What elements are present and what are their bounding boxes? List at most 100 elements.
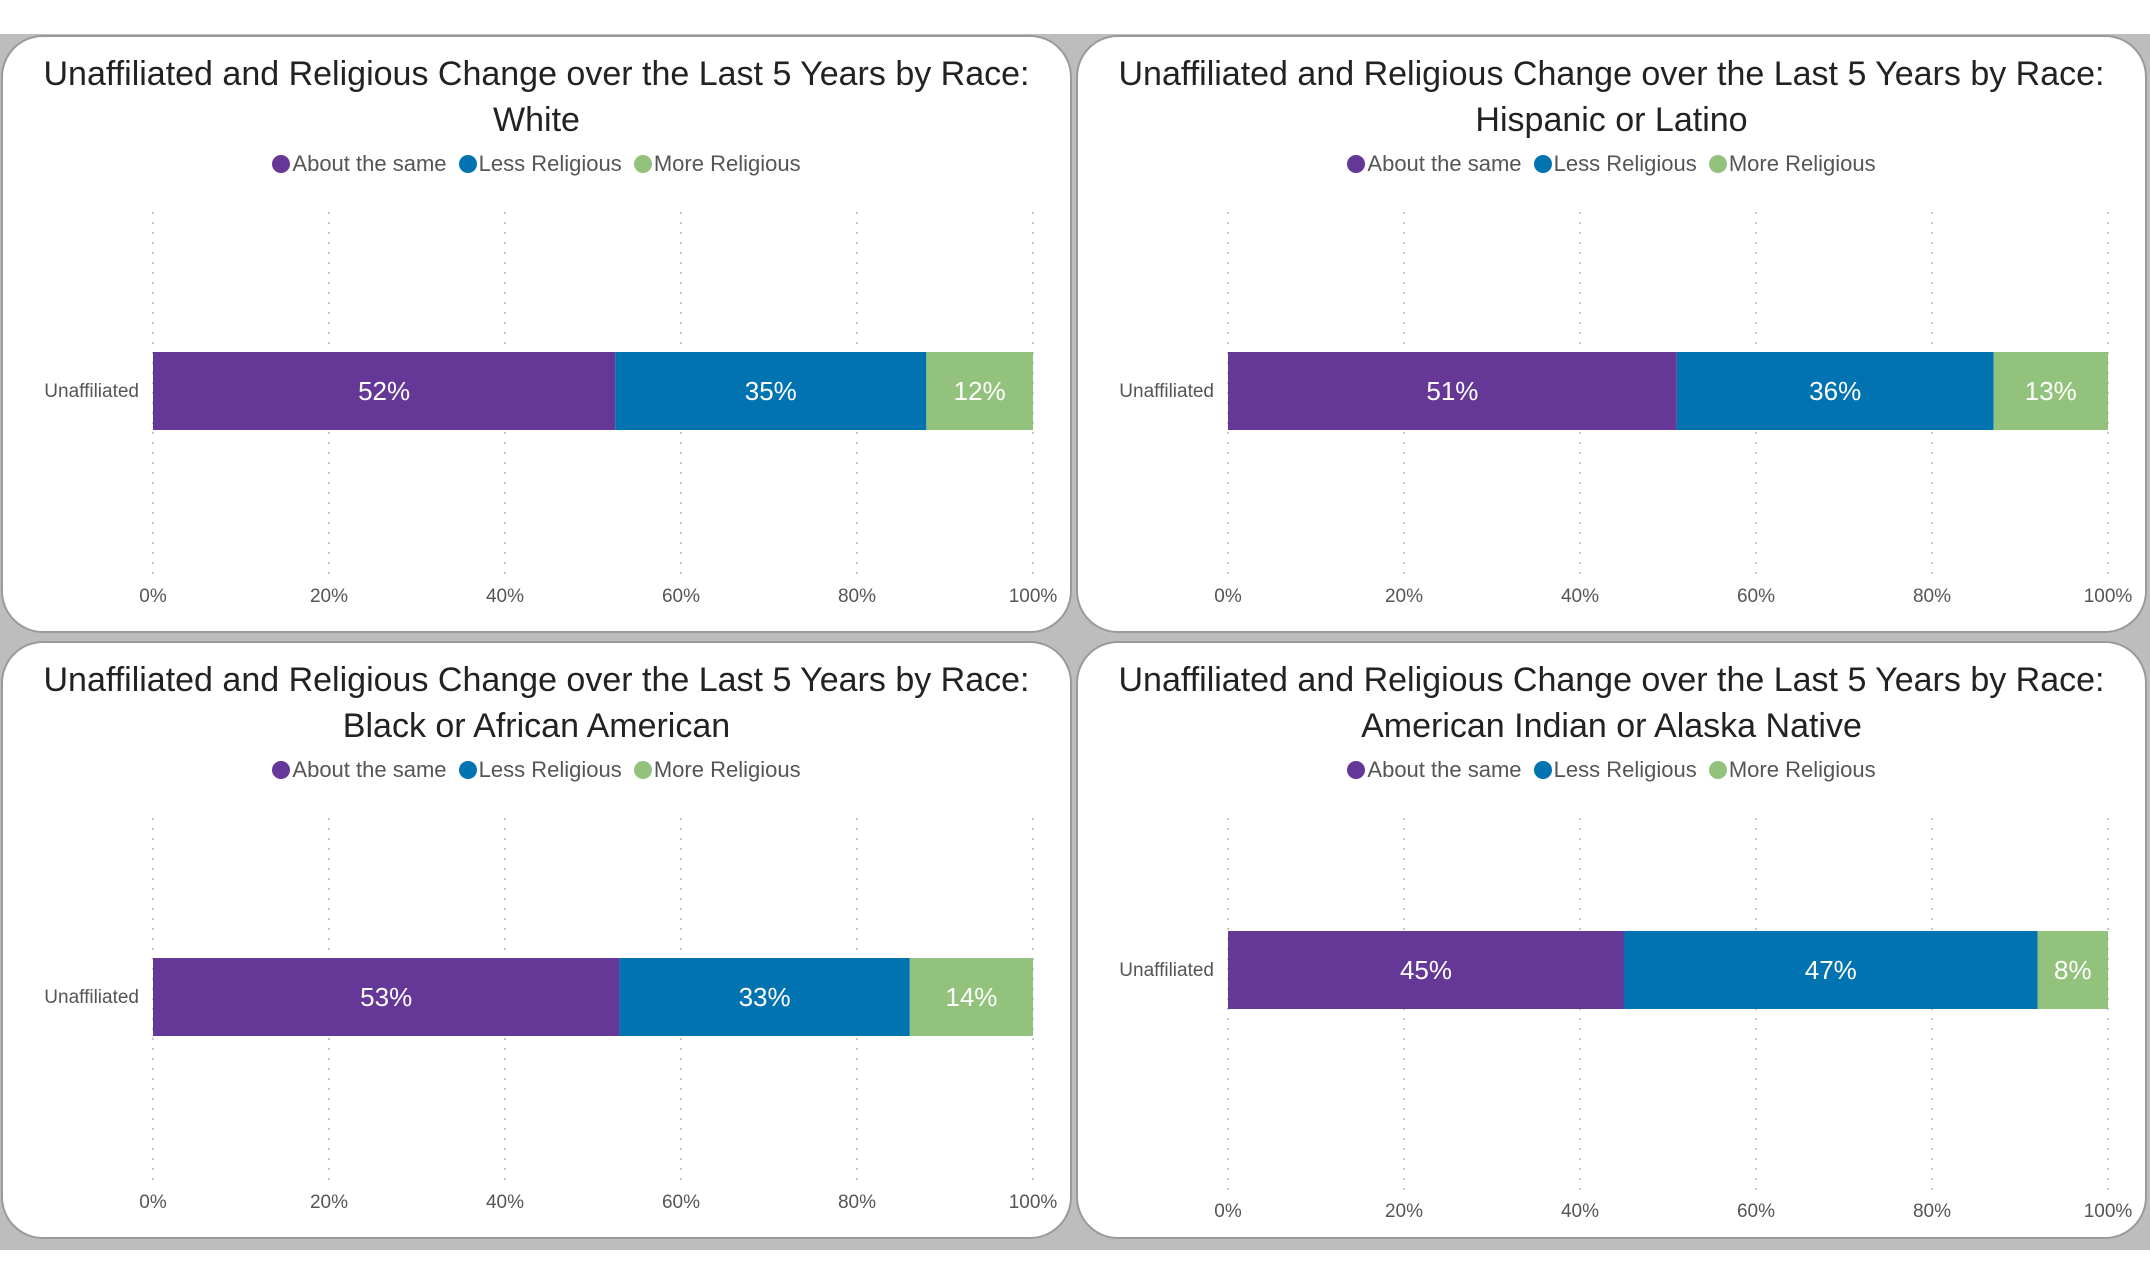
- legend-item-about-the-same[interactable]: About the same: [1347, 757, 1522, 783]
- bar-segment-less-religious: [1676, 352, 1994, 430]
- data-label-about-the-same: 53%: [360, 982, 412, 1012]
- legend-marker-icon: [458, 155, 477, 173]
- legend-marker-icon: [272, 761, 291, 779]
- category-label: Unaffiliated: [44, 381, 139, 402]
- bar-segment-about-the-same: [153, 958, 620, 1036]
- chart-title: Unaffiliated and Religious Change over t…: [43, 661, 1030, 745]
- x-tick-label: 80%: [838, 1192, 876, 1213]
- legend-marker-icon: [458, 761, 477, 779]
- x-tick-label: 60%: [662, 586, 700, 607]
- legend-label: More Religious: [1728, 757, 1876, 782]
- x-tick-label: 0%: [1214, 1201, 1242, 1222]
- x-tick-label: 0%: [139, 1192, 167, 1213]
- bar-segment-less-religious: [1624, 931, 2038, 1009]
- legend-label: About the same: [292, 757, 447, 782]
- legend-item-more-religious[interactable]: More Religious: [1708, 151, 1876, 177]
- legend-marker-icon: [633, 761, 652, 779]
- bar-segment-more-religious: [1993, 352, 2108, 430]
- chart-plot-area: 0% 20% 40% 60% 80% 100% Unaffiliated 45% 47% 8%: [1119, 818, 2132, 1222]
- x-tick-label: 60%: [662, 1192, 700, 1213]
- x-tick-label: 100%: [2084, 586, 2133, 607]
- legend-marker-icon: [1533, 761, 1552, 779]
- chart-plot-area: 0% 20% 40% 60% 80% 100% Unaffiliated 51% 36% 13%: [1119, 212, 2133, 607]
- legend-label: More Religious: [653, 151, 801, 176]
- legend-item-less-religious[interactable]: Less Religious: [1533, 757, 1697, 783]
- data-label-less-religious: 36%: [1809, 376, 1861, 406]
- bar-segment-more-religious: [926, 352, 1033, 430]
- chart-title: Unaffiliated and Religious Change over t…: [1118, 661, 2105, 745]
- legend-marker-icon: [1708, 155, 1727, 173]
- bar-segment-about-the-same: [1228, 931, 1624, 1009]
- legend-label: About the same: [1367, 151, 1522, 176]
- category-label: Unaffiliated: [44, 987, 139, 1008]
- x-tick-label: 20%: [1385, 1201, 1423, 1222]
- x-tick-label: 0%: [1214, 586, 1242, 607]
- chart-panel-hispanic-or-latino: Unaffiliated and Religious Change over t…: [1076, 35, 2147, 633]
- x-tick-label: 80%: [1913, 586, 1951, 607]
- legend-marker-icon: [272, 155, 291, 173]
- legend-item-about-the-same[interactable]: About the same: [272, 151, 447, 177]
- legend-label: About the same: [1367, 757, 1522, 782]
- x-tick-label: 100%: [1009, 586, 1058, 607]
- data-label-more-religious: 8%: [2054, 955, 2092, 985]
- x-tick-label: 40%: [486, 586, 524, 607]
- bar-segment-less-religious: [615, 352, 927, 430]
- data-label-less-religious: 47%: [1805, 955, 1857, 985]
- legend-label: Less Religious: [478, 151, 622, 176]
- data-label-about-the-same: 45%: [1400, 955, 1452, 985]
- x-tick-label: 80%: [1913, 1201, 1951, 1222]
- data-label-less-religious: 33%: [739, 982, 791, 1012]
- legend-label: More Religious: [1728, 151, 1876, 176]
- chart-plot-area: 0% 20% 40% 60% 80% 100% Unaffiliated 53% 33% 14%: [44, 818, 1058, 1213]
- chart-legend: About the same Less Religious More Relig…: [1078, 151, 2145, 177]
- x-tick-label: 20%: [310, 1192, 348, 1213]
- x-tick-label: 40%: [486, 1192, 524, 1213]
- legend-marker-icon: [633, 155, 652, 173]
- legend-item-about-the-same[interactable]: About the same: [1347, 151, 1522, 177]
- legend-item-less-religious[interactable]: Less Religious: [458, 757, 622, 783]
- data-label-about-the-same: 52%: [358, 376, 410, 406]
- bar-segment-less-religious: [619, 958, 910, 1036]
- chart-legend: About the same Less Religious More Relig…: [3, 151, 1070, 177]
- category-label: Unaffiliated: [1119, 381, 1214, 402]
- x-tick-label: 40%: [1561, 586, 1599, 607]
- chart-panel-black-or-african-american: Unaffiliated and Religious Change over t…: [1, 641, 1072, 1239]
- category-label: Unaffiliated: [1119, 960, 1214, 981]
- legend-label: About the same: [292, 151, 447, 176]
- data-label-about-the-same: 51%: [1426, 376, 1478, 406]
- data-label-less-religious: 35%: [745, 376, 797, 406]
- data-label-more-religious: 13%: [2025, 376, 2077, 406]
- top-strip: [0, 0, 2150, 34]
- chart-panel-white: Unaffiliated and Religious Change over t…: [1, 35, 1072, 633]
- legend-item-more-religious[interactable]: More Religious: [633, 757, 801, 783]
- legend-item-about-the-same[interactable]: About the same: [272, 757, 447, 783]
- x-tick-label: 60%: [1737, 586, 1775, 607]
- legend-marker-icon: [1708, 761, 1727, 779]
- legend-marker-icon: [1347, 761, 1366, 779]
- bar-segment-more-religious: [909, 958, 1033, 1036]
- bar-segment-about-the-same: [153, 352, 616, 430]
- chart-legend: About the same Less Religious More Relig…: [1078, 757, 2145, 783]
- chart-title: Unaffiliated and Religious Change over t…: [43, 55, 1030, 139]
- legend-item-more-religious[interactable]: More Religious: [633, 151, 801, 177]
- legend-label: Less Religious: [1553, 151, 1697, 176]
- legend-item-less-religious[interactable]: Less Religious: [458, 151, 622, 177]
- bar-segment-about-the-same: [1228, 352, 1677, 430]
- x-tick-label: 40%: [1561, 1201, 1599, 1222]
- chart-plot-area: 0% 20% 40% 60% 80% 100% Unaffiliated 52% 35% 12%: [44, 212, 1058, 607]
- legend-label: Less Religious: [478, 757, 622, 782]
- legend-item-less-religious[interactable]: Less Religious: [1533, 151, 1697, 177]
- x-tick-label: 100%: [1009, 1192, 1058, 1213]
- chart-panel-american-indian-or-alaska-native: Unaffiliated and Religious Change over t…: [1076, 641, 2147, 1239]
- legend-marker-icon: [1533, 155, 1552, 173]
- legend-item-more-religious[interactable]: More Religious: [1708, 757, 1876, 783]
- x-tick-label: 80%: [838, 586, 876, 607]
- data-label-more-religious: 12%: [954, 376, 1006, 406]
- x-tick-label: 60%: [1737, 1201, 1775, 1222]
- x-tick-label: 20%: [1385, 586, 1423, 607]
- legend-marker-icon: [1347, 155, 1366, 173]
- legend-label: Less Religious: [1553, 757, 1697, 782]
- chart-legend: About the same Less Religious More Relig…: [3, 757, 1070, 783]
- legend-label: More Religious: [653, 757, 801, 782]
- chart-title: Unaffiliated and Religious Change over t…: [1118, 55, 2105, 139]
